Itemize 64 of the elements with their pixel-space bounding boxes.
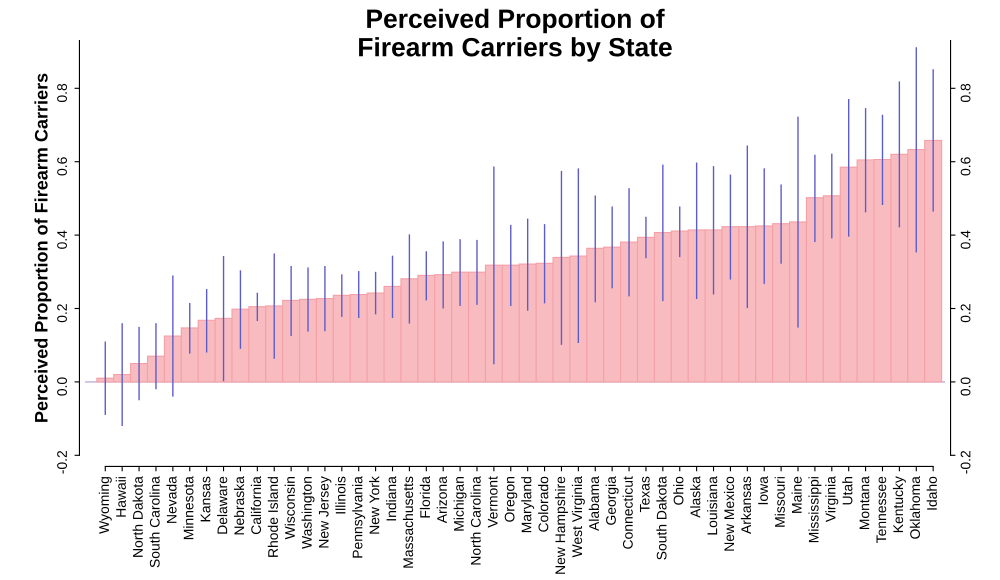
x-tick-label: Alabama	[588, 476, 599, 531]
x-tick-label: Georgia	[606, 476, 619, 525]
y2-tick-label: 0.8	[960, 84, 970, 102]
y2-tick-label: -0.2	[960, 450, 970, 474]
x-tick-label: North Carolina	[470, 476, 481, 565]
x-tick-label: Florida	[420, 476, 430, 518]
x-tick-label: Oregon	[504, 477, 518, 522]
x-tick-label: Wisconsin	[284, 477, 295, 540]
x-tick-label: Maine	[792, 476, 802, 513]
x-tick-label: Louisiana	[707, 476, 718, 534]
x-tick-label: Kansas	[200, 476, 210, 522]
x-tick-label: Arkansas	[740, 476, 752, 534]
y-tick-label: 0.0	[57, 377, 67, 396]
x-tick-label: Pennsylvania	[352, 476, 366, 558]
x-tick-label: Nevada	[166, 476, 177, 523]
x-tick-label: South Carolina	[149, 476, 160, 568]
x-tick-label: Kentucky	[892, 476, 906, 532]
y-tick-label: 0.4	[57, 230, 67, 249]
y2-tick-label: 0.6	[960, 157, 970, 176]
x-tick-label: Oklahoma	[910, 476, 920, 539]
x-tick-label: Utah	[842, 477, 852, 504]
x-tick-label: New Jersey	[318, 476, 332, 548]
x-tick-label: Michigan	[454, 477, 467, 531]
x-tick-label: Delaware	[217, 476, 228, 534]
x-tick-label: Virginia	[825, 476, 838, 522]
x-tick-label: Indiana	[386, 476, 396, 520]
y-tick-label: 0.6	[57, 157, 67, 176]
x-tick-label: Wyoming	[98, 477, 112, 534]
x-tick-label: California	[250, 476, 262, 534]
x-tick-label: Rhode Island	[268, 477, 278, 557]
y2-tick-label: 0.2	[960, 304, 970, 322]
x-tick-label: South Dakota	[656, 476, 667, 560]
x-tick-label: Maryland	[521, 477, 534, 532]
x-tick-label: New Hampshire	[554, 476, 568, 574]
y-tick-label: 0.8	[57, 84, 67, 102]
chart-title: Perceived Proportion of Firearm Carriers by State	[359, 8, 672, 62]
x-tick-label: Mississippi	[808, 477, 822, 542]
x-tick-label: Tennessee	[876, 476, 886, 543]
x-tick-label: Illinois	[335, 476, 346, 514]
x-tick-label: Connecticut	[622, 476, 633, 549]
x-tick-label: Nebraska	[234, 476, 244, 534]
x-tick-label: New Mexico	[724, 476, 734, 551]
y-axis-title: Perceived Proportion of Firearm Carriers	[34, 74, 52, 422]
x-tick-label: Idaho	[926, 476, 937, 510]
x-tick-label: Vermont	[488, 476, 498, 528]
x-tick-label: Washington	[302, 477, 314, 549]
x-tick-label: Missouri	[774, 477, 785, 527]
x-tick-label: Ohio	[673, 476, 684, 505]
x-tick-label: Alaska	[690, 476, 700, 518]
x-tick-label: Minnesota	[183, 476, 194, 540]
x-tick-label: Iowa	[758, 476, 768, 504]
x-tick-label: New York	[369, 476, 380, 534]
x-tick-label: Massachusetts	[402, 476, 414, 568]
y-tick-label: -0.2	[57, 450, 67, 474]
x-tick-label: Hawaii	[116, 477, 126, 517]
x-tick-label: Arizona	[436, 476, 447, 524]
y2-tick-label: 0.4	[960, 230, 970, 249]
x-tick-label: Montana	[860, 476, 870, 530]
y2-tick-label: 0.0	[960, 377, 970, 396]
x-tick-label: Texas	[640, 476, 650, 512]
x-tick-label: West Virginia	[572, 476, 585, 558]
x-tick-label: Colorado	[538, 476, 548, 532]
y-tick-label: 0.2	[57, 304, 67, 322]
x-tick-label: North Dakota	[132, 476, 143, 557]
